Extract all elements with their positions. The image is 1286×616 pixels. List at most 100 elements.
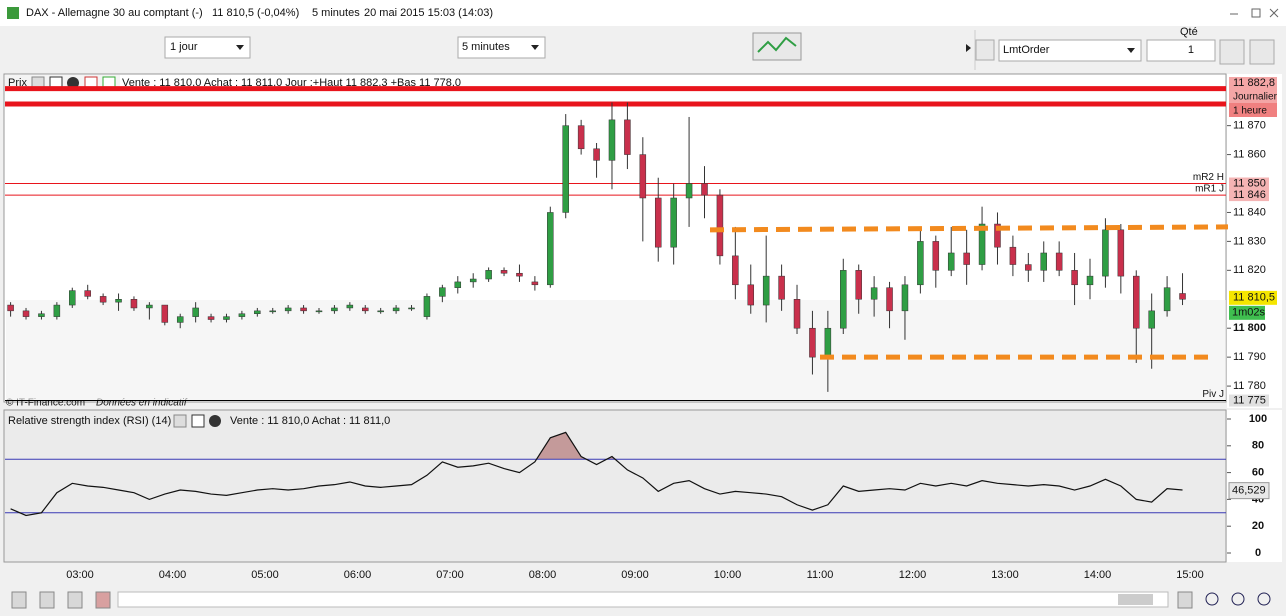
level-box (1229, 189, 1269, 202)
zoom-in[interactable] (1257, 592, 1271, 606)
candle-body (423, 296, 431, 317)
time-label: 10:00 (714, 569, 742, 581)
close[interactable] (1269, 8, 1279, 18)
y-tick-label: 11 860 (1233, 148, 1266, 160)
candle-body (732, 255, 739, 286)
qty-value: 1 (1188, 44, 1194, 56)
candle-body (192, 307, 199, 317)
candle-body (454, 281, 462, 288)
time-label: 07:00 (436, 569, 464, 581)
period-select[interactable] (164, 36, 251, 59)
candle-body (870, 287, 878, 300)
time-label: 12:00 (899, 569, 927, 581)
y-tick-label: 11 820 (1233, 264, 1266, 276)
candle-body (469, 278, 477, 283)
candle-body (500, 270, 508, 274)
level-name: 1 heure (1233, 106, 1267, 117)
time-label: 14:00 (1084, 569, 1112, 581)
trend-line (709, 224, 1229, 233)
zoom-out[interactable] (1231, 592, 1245, 606)
settings-button[interactable] (975, 39, 995, 61)
interval-select[interactable] (457, 36, 546, 59)
candle-body (269, 310, 276, 313)
buy-button[interactable] (1219, 39, 1245, 65)
order-type-value: LmtOrder (1003, 44, 1050, 56)
window-interval: 5 minutes (312, 7, 360, 19)
candle-body (84, 290, 91, 297)
time-label: 05:00 (251, 569, 279, 581)
candle-body (547, 212, 554, 286)
level-box (1229, 77, 1277, 103)
candle-body (531, 281, 539, 286)
time-label: 06:00 (344, 569, 372, 581)
zoom-fit[interactable] (1205, 592, 1219, 606)
price-title: Prix (8, 77, 27, 89)
candle-body (562, 125, 569, 213)
window-icon[interactable] (191, 414, 205, 428)
tool-button[interactable] (67, 591, 83, 609)
candle-body (176, 316, 184, 323)
level-box (1229, 394, 1269, 407)
candle-body (670, 197, 677, 248)
candle-body (161, 304, 169, 323)
close-icon[interactable] (209, 415, 221, 427)
y-tick-label: 11 870 (1233, 120, 1266, 132)
price-gradient (6, 300, 1226, 400)
sell-button[interactable] (1249, 39, 1275, 65)
title-bar (0, 0, 1286, 26)
candle-body (994, 223, 1001, 248)
candle-body (146, 304, 153, 309)
candle-body (1133, 275, 1140, 329)
window-title: DAX - Allemagne 30 au comptant (-) (26, 7, 203, 19)
tool-button[interactable] (1177, 591, 1193, 609)
level-box (1229, 177, 1269, 190)
qty-input[interactable] (1146, 39, 1216, 62)
candle-body (99, 296, 107, 303)
candle-body (300, 307, 307, 312)
candle-body (1102, 229, 1109, 277)
candle-body (747, 284, 755, 306)
candle-body (7, 304, 14, 312)
candle-body (485, 270, 492, 280)
tool-button[interactable] (11, 591, 27, 609)
tool-button[interactable] (95, 591, 111, 609)
candle-body (963, 252, 970, 265)
rsi-panel (3, 409, 1227, 563)
order-type-select[interactable] (998, 39, 1142, 62)
level-name: Journalier (1233, 92, 1278, 103)
level-label: 11 775 (1233, 394, 1266, 406)
rsi-info: Vente : 11 810,0 Achat : 11 811,0 (230, 415, 390, 427)
panel-arrow[interactable] (966, 44, 971, 52)
rsi-line (10, 431, 1183, 517)
close-icon[interactable] (67, 77, 79, 89)
time-axis (4, 563, 1226, 587)
maximize[interactable] (1251, 8, 1261, 18)
candle-body (593, 148, 600, 161)
candle-body (1148, 310, 1155, 329)
candle-body (346, 304, 354, 309)
time-label: 13:00 (991, 569, 1019, 581)
candle-body (439, 287, 446, 297)
candle-body (1009, 246, 1017, 265)
scrollbar[interactable] (117, 591, 1169, 608)
candle-body (284, 307, 292, 312)
dropdown-arrow (1127, 48, 1135, 53)
y-tick-label: 11 830 (1233, 235, 1266, 247)
y-tick-label: 0 (1255, 547, 1261, 559)
candle-body (38, 313, 45, 317)
time-label: 04:00 (159, 569, 187, 581)
strategy-button[interactable] (752, 32, 802, 61)
window-controls[interactable] (1230, 8, 1279, 18)
scroll-thumb[interactable] (1118, 594, 1153, 605)
candle-body (855, 270, 862, 300)
price-axis (1227, 74, 1282, 408)
level-name: mR1 J (1195, 184, 1224, 195)
level-name: Piv J (1202, 389, 1224, 400)
tool-icon[interactable] (173, 414, 187, 428)
period-value: 1 jour (170, 41, 198, 53)
candle-body (254, 310, 261, 314)
candle-body (701, 183, 708, 196)
tool-button[interactable] (39, 591, 55, 609)
candle-body (886, 287, 893, 312)
y-tick-label: 11 800 (1233, 322, 1266, 334)
